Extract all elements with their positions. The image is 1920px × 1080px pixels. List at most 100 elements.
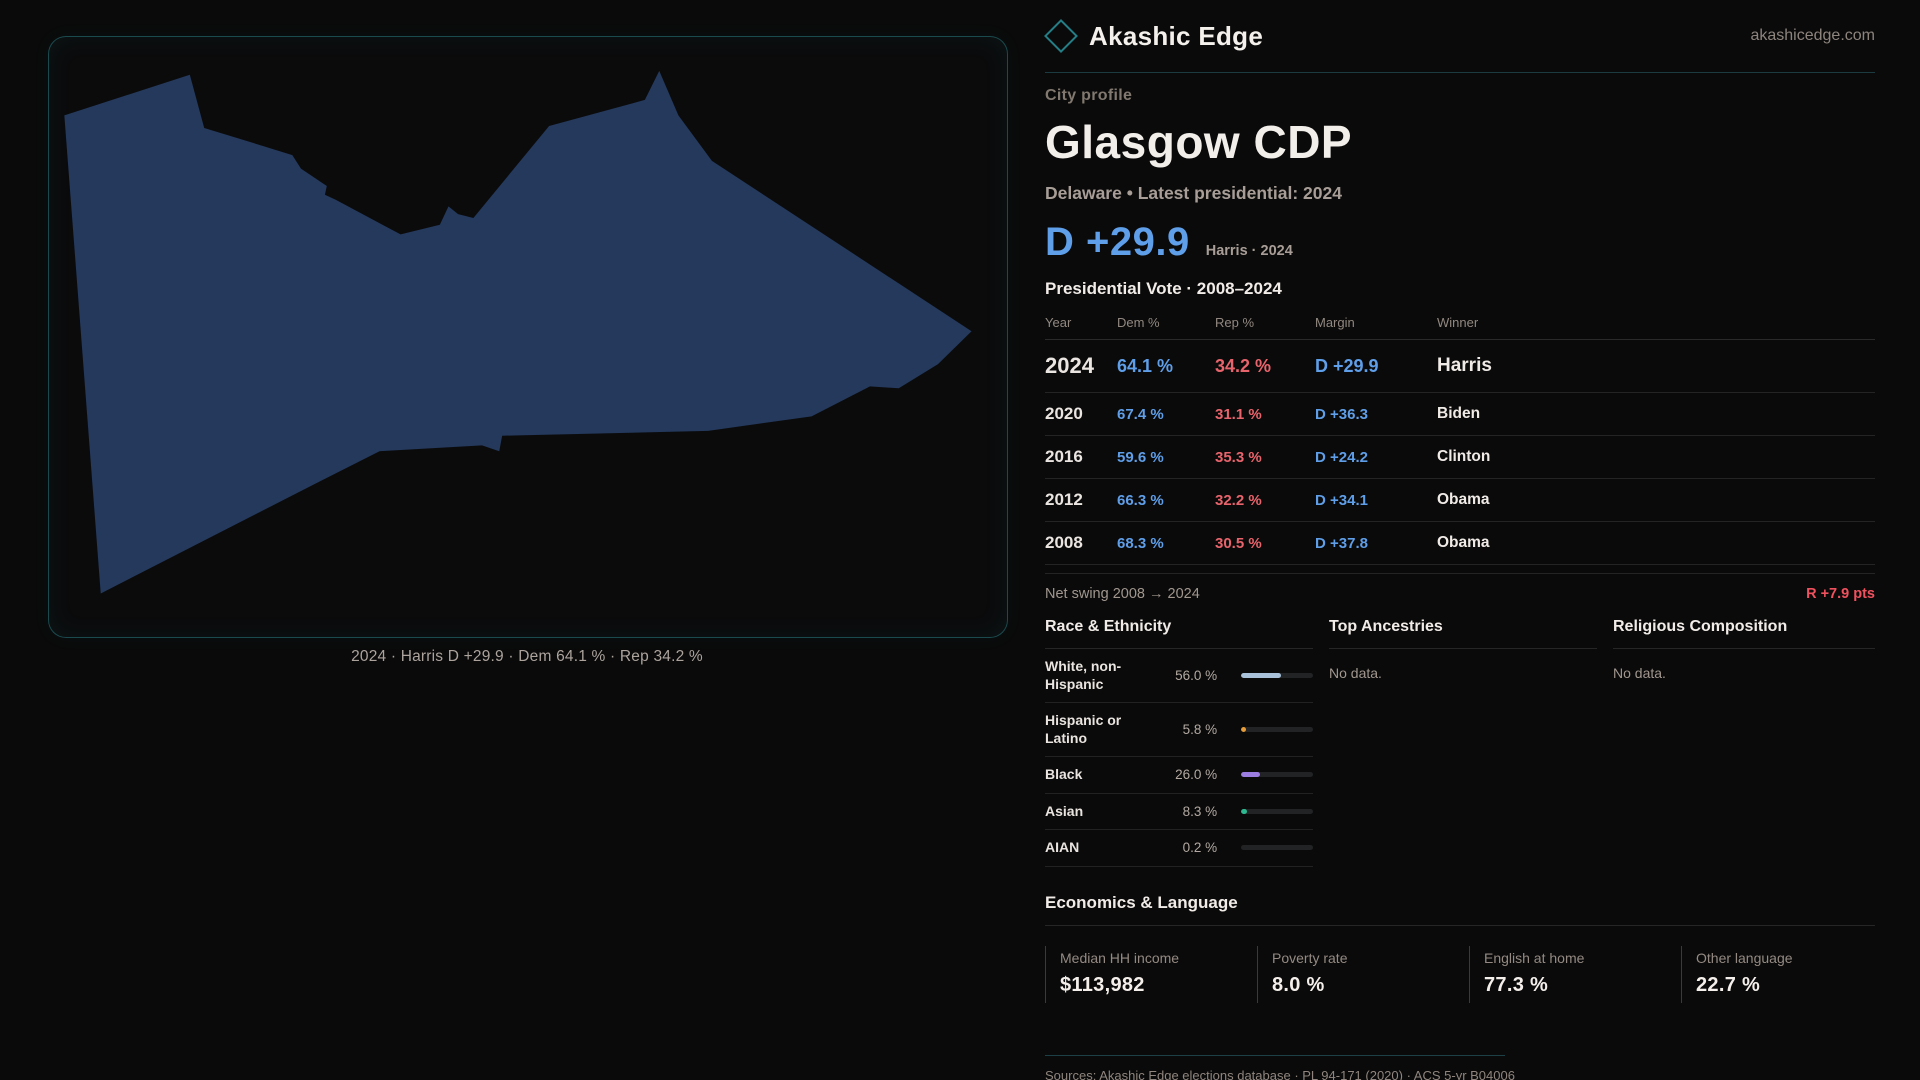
vote-table-row: 2012 66.3 % 32.2 % D +34.1 Obama: [1045, 478, 1875, 521]
race-value: 56.0 %: [1175, 668, 1218, 683]
race-value: 8.3 %: [1182, 803, 1218, 819]
economics-divider: [1045, 924, 1875, 926]
race-label: AIAN: [1045, 839, 1080, 855]
cell-winner: Obama: [1437, 491, 1490, 508]
economics-title: Economics & Language: [1045, 892, 1238, 912]
stat-value: 8.0 %: [1272, 973, 1325, 996]
cell-year: 2020: [1045, 404, 1083, 423]
cell-rep-pct: 31.1 %: [1215, 405, 1262, 423]
religion-no-data: No data.: [1613, 665, 1666, 681]
headline: D +29.9 Harris · 2024: [1045, 220, 1875, 265]
race-bar-fill: [1241, 673, 1282, 678]
race-label: Black: [1045, 766, 1083, 782]
race-label: White, non-Hispanic: [1045, 658, 1122, 692]
cell-year: 2024: [1045, 353, 1094, 378]
cell-margin: D +37.8: [1315, 534, 1368, 552]
cell-rep-pct: 35.3 %: [1215, 448, 1262, 466]
stat-value: $113,982: [1060, 973, 1145, 996]
race-bar-fill: [1241, 772, 1260, 778]
net-swing-row: Net swing 2008 → 2024 R +7.9 pts: [1045, 586, 1875, 602]
stat-label: English at home: [1484, 949, 1585, 966]
cell-dem-pct: 66.3 %: [1117, 491, 1164, 509]
diamond-logo-icon: [1044, 19, 1078, 53]
cell-winner: Obama: [1437, 534, 1490, 551]
race-value: 5.8 %: [1182, 722, 1218, 737]
cell-rep-pct: 34.2 %: [1215, 355, 1272, 376]
page-title: Glasgow CDP: [1045, 116, 1353, 168]
race-bar-fill: [1241, 727, 1247, 732]
headline-margin: D +29.9: [1045, 220, 1190, 264]
religious-composition-column: Religious Composition No data.: [1613, 618, 1875, 867]
cell-year: 2012: [1045, 490, 1083, 509]
race-row: AIAN 0.2 %: [1045, 830, 1313, 867]
cell-dem-pct: 67.4 %: [1117, 405, 1164, 423]
stat-card: Poverty rate 8.0 %: [1257, 945, 1451, 1003]
stat-label: Other language: [1696, 949, 1793, 966]
column-header-rep: Rep %: [1215, 315, 1255, 330]
vote-table-row: 2024 64.1 % 34.2 % D +29.9 Harris: [1045, 339, 1875, 392]
race-bar-fill: [1241, 808, 1248, 814]
cell-year: 2016: [1045, 447, 1083, 466]
vote-table-header: Year Dem % Rep % Margin Winner: [1045, 311, 1875, 339]
race-label: Hispanic or Latino: [1045, 712, 1122, 746]
header-divider: [1045, 72, 1875, 73]
stat-card: Median HH income $113,982: [1045, 945, 1239, 1003]
demographics-section: Race & Ethnicity White, non-Hispanic 56.0…: [1045, 618, 1875, 867]
race-ethnicity-list: White, non-Hispanic 56.0 % Hispanic or Lat…: [1045, 649, 1313, 867]
headline-note: Harris · 2024: [1205, 243, 1293, 259]
cell-margin: D +24.2: [1315, 448, 1368, 466]
cell-margin: D +36.3: [1315, 405, 1368, 423]
race-label: Asian: [1045, 802, 1084, 819]
map-caption: 2024 · Harris D +29.9 · Dem 64.1 % · Rep…: [351, 648, 703, 665]
top-ancestries-title: Top Ancestries: [1329, 618, 1597, 649]
stat-label: Median HH income: [1060, 949, 1180, 966]
race-row: Black 26.0 %: [1045, 757, 1313, 794]
cell-dem-pct: 68.3 %: [1117, 534, 1164, 552]
race-value: 26.0 %: [1175, 767, 1218, 783]
stat-value: 77.3 %: [1484, 973, 1549, 996]
cell-dem-pct: 64.1 %: [1117, 355, 1174, 376]
top-ancestries-column: Top Ancestries No data.: [1329, 618, 1597, 867]
sources-text: Sources: Akashic Edge elections database…: [1045, 1067, 1515, 1080]
column-header-margin: Margin: [1315, 315, 1355, 330]
ancestries-no-data: No data.: [1329, 665, 1382, 681]
cell-winner: Biden: [1437, 405, 1481, 422]
stat-card: English at home 77.3 %: [1469, 945, 1663, 1003]
sources-divider: [1045, 1054, 1505, 1056]
brand-site-link[interactable]: akashicedge.com: [1750, 27, 1875, 44]
religious-composition-title: Religious Composition: [1613, 618, 1875, 649]
stat-card: Other language 22.7 %: [1681, 945, 1875, 1003]
net-swing-value: R +7.9 pts: [1806, 586, 1875, 602]
column-header-dem: Dem %: [1117, 315, 1160, 330]
cell-year: 2008: [1045, 533, 1083, 552]
kicker: City profile: [1045, 87, 1133, 104]
race-ethnicity-column: Race & Ethnicity White, non-Hispanic 56.0…: [1045, 618, 1313, 867]
net-swing-label: Net swing 2008 → 2024: [1045, 586, 1200, 602]
map-panel[interactable]: [48, 36, 1008, 638]
race-bar-track: [1241, 808, 1313, 814]
cell-winner: Clinton: [1437, 448, 1491, 465]
race-ethnicity-title: Race & Ethnicity: [1045, 618, 1313, 649]
city-boundary-polygon[interactable]: [64, 70, 972, 594]
cell-margin: D +29.9: [1315, 355, 1379, 376]
race-row: Hispanic or Latino 5.8 %: [1045, 703, 1313, 757]
cell-margin: D +34.1: [1315, 491, 1368, 509]
race-row: White, non-Hispanic 56.0 %: [1045, 649, 1313, 703]
stat-label: Poverty rate: [1272, 949, 1348, 966]
city-boundary-map: [64, 70, 972, 594]
race-bar-track: [1241, 673, 1313, 678]
subtitle: Delaware • Latest presidential: 2024: [1045, 183, 1342, 203]
race-bar-track: [1241, 772, 1313, 778]
race-bar-track: [1241, 727, 1313, 732]
race-value: 0.2 %: [1182, 840, 1218, 856]
header: Akashic Edge akashicedge.com: [1044, 0, 1875, 72]
column-header-year: Year: [1045, 315, 1072, 330]
vote-table-row: 2020 67.4 % 31.1 % D +36.3 Biden: [1045, 392, 1875, 435]
vote-table-row: 2008 68.3 % 30.5 % D +37.8 Obama: [1045, 521, 1875, 564]
race-row: Asian 8.3 %: [1045, 794, 1313, 830]
swing-top-divider: [1045, 573, 1875, 574]
brand-name[interactable]: Akashic Edge: [1089, 20, 1264, 51]
cell-dem-pct: 59.6 %: [1117, 448, 1164, 466]
cell-rep-pct: 32.2 %: [1215, 491, 1262, 509]
